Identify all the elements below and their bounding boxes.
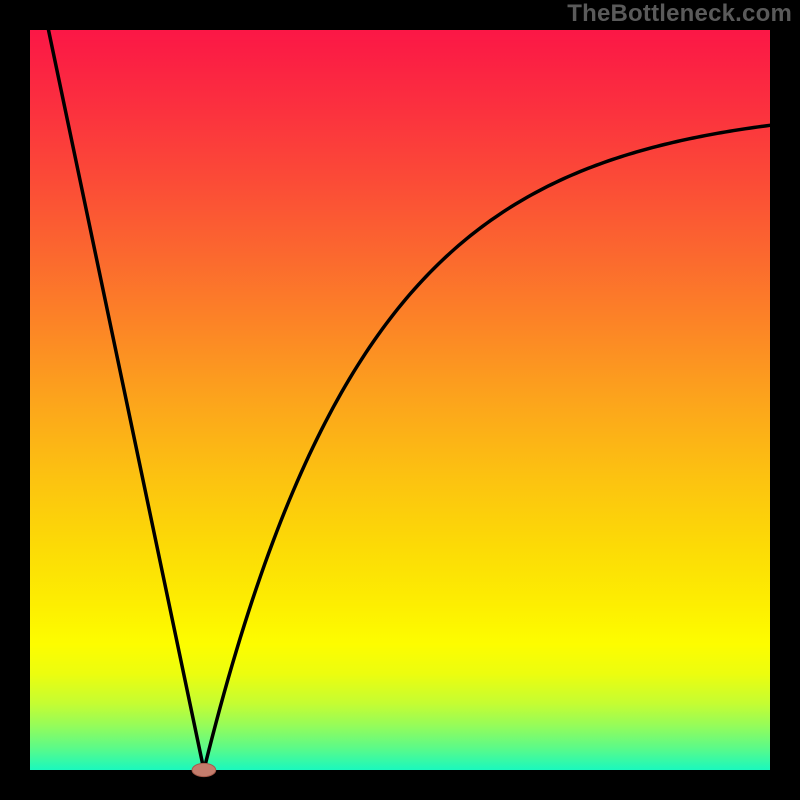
chart-svg [0,0,800,800]
dip-marker [192,763,216,776]
watermark-text: TheBottleneck.com [567,0,792,28]
figure-container: TheBottleneck.com [0,0,800,800]
plot-background [30,30,770,770]
